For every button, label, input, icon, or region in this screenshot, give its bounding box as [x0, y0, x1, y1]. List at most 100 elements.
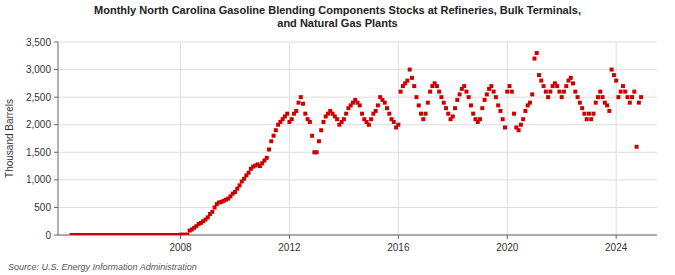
grid-line [58, 179, 657, 180]
y-tick [54, 97, 58, 98]
point [555, 84, 559, 88]
point [530, 92, 534, 96]
x-tick-label: 2016 [387, 242, 410, 253]
point [485, 92, 489, 96]
point [294, 109, 298, 113]
point [408, 68, 412, 72]
x-tick [180, 235, 181, 239]
point [573, 90, 577, 94]
grid-line [58, 97, 657, 98]
point [247, 171, 251, 175]
point [285, 112, 289, 116]
point [392, 120, 396, 124]
point [560, 95, 564, 99]
grid-line [58, 69, 657, 70]
point [301, 102, 305, 106]
point [471, 112, 475, 116]
point [598, 90, 602, 94]
point [374, 109, 378, 113]
point [405, 79, 409, 83]
title-line: and Natural Gas Plants [277, 17, 397, 29]
point [455, 98, 459, 102]
point [508, 84, 512, 88]
ticks: 05001,0001,5002,0002,5003,0003,500200820… [26, 37, 628, 254]
point [539, 79, 543, 83]
point [415, 95, 419, 99]
point [616, 95, 620, 99]
y-tick [54, 152, 58, 153]
point [505, 90, 509, 94]
grid-line [180, 42, 181, 235]
point [444, 106, 448, 110]
point [519, 123, 523, 127]
point [290, 117, 294, 121]
point [537, 73, 541, 77]
point [210, 210, 214, 214]
point [238, 183, 242, 187]
point [621, 84, 625, 88]
point [265, 156, 269, 160]
point [564, 84, 568, 88]
grid-line [398, 42, 399, 235]
point [628, 101, 632, 105]
point [296, 101, 300, 105]
point [424, 112, 428, 116]
point [614, 79, 618, 83]
points [70, 51, 644, 235]
y-tick [54, 42, 58, 43]
point [548, 90, 552, 94]
point [571, 81, 575, 85]
grid-line [58, 124, 657, 125]
point [303, 112, 307, 116]
y-tick-label: 3,000 [26, 64, 51, 75]
point [469, 103, 473, 107]
point [576, 95, 580, 99]
point [494, 95, 498, 99]
point [451, 114, 455, 118]
point [607, 109, 611, 113]
point [498, 109, 502, 113]
point [496, 103, 500, 107]
x-tick [616, 235, 617, 239]
point [585, 117, 589, 121]
point [428, 90, 432, 94]
y-axis-line [58, 42, 59, 235]
point [410, 76, 414, 80]
point [310, 134, 314, 138]
chart: Monthly North Carolina Gasoline Blending… [0, 0, 675, 275]
point [419, 112, 423, 116]
point [426, 101, 430, 105]
point [269, 139, 273, 143]
point [358, 103, 362, 107]
point [601, 95, 605, 99]
y-tick [54, 124, 58, 125]
point [637, 101, 641, 105]
point [635, 145, 639, 149]
point [335, 117, 339, 121]
point [582, 112, 586, 116]
point [596, 95, 600, 99]
grid [58, 42, 657, 235]
point [299, 95, 303, 99]
grid-line [507, 42, 508, 235]
source-annotation: Source: U.S. Energy Information Administ… [8, 262, 197, 272]
point [396, 123, 400, 127]
point [367, 123, 371, 127]
point [439, 95, 443, 99]
point [483, 98, 487, 102]
x-tick [289, 235, 290, 239]
point [321, 120, 325, 124]
point [639, 95, 643, 99]
point [512, 112, 516, 116]
point [535, 51, 539, 55]
x-tick-label: 2024 [605, 242, 628, 253]
y-tick [54, 207, 58, 208]
point [619, 90, 623, 94]
x-tick-label: 2020 [496, 242, 519, 253]
grid-line [58, 207, 657, 208]
point [489, 84, 493, 88]
y-tick-label: 2,000 [26, 119, 51, 130]
point [344, 112, 348, 116]
point [623, 90, 627, 94]
x-tick-label: 2012 [278, 242, 301, 253]
